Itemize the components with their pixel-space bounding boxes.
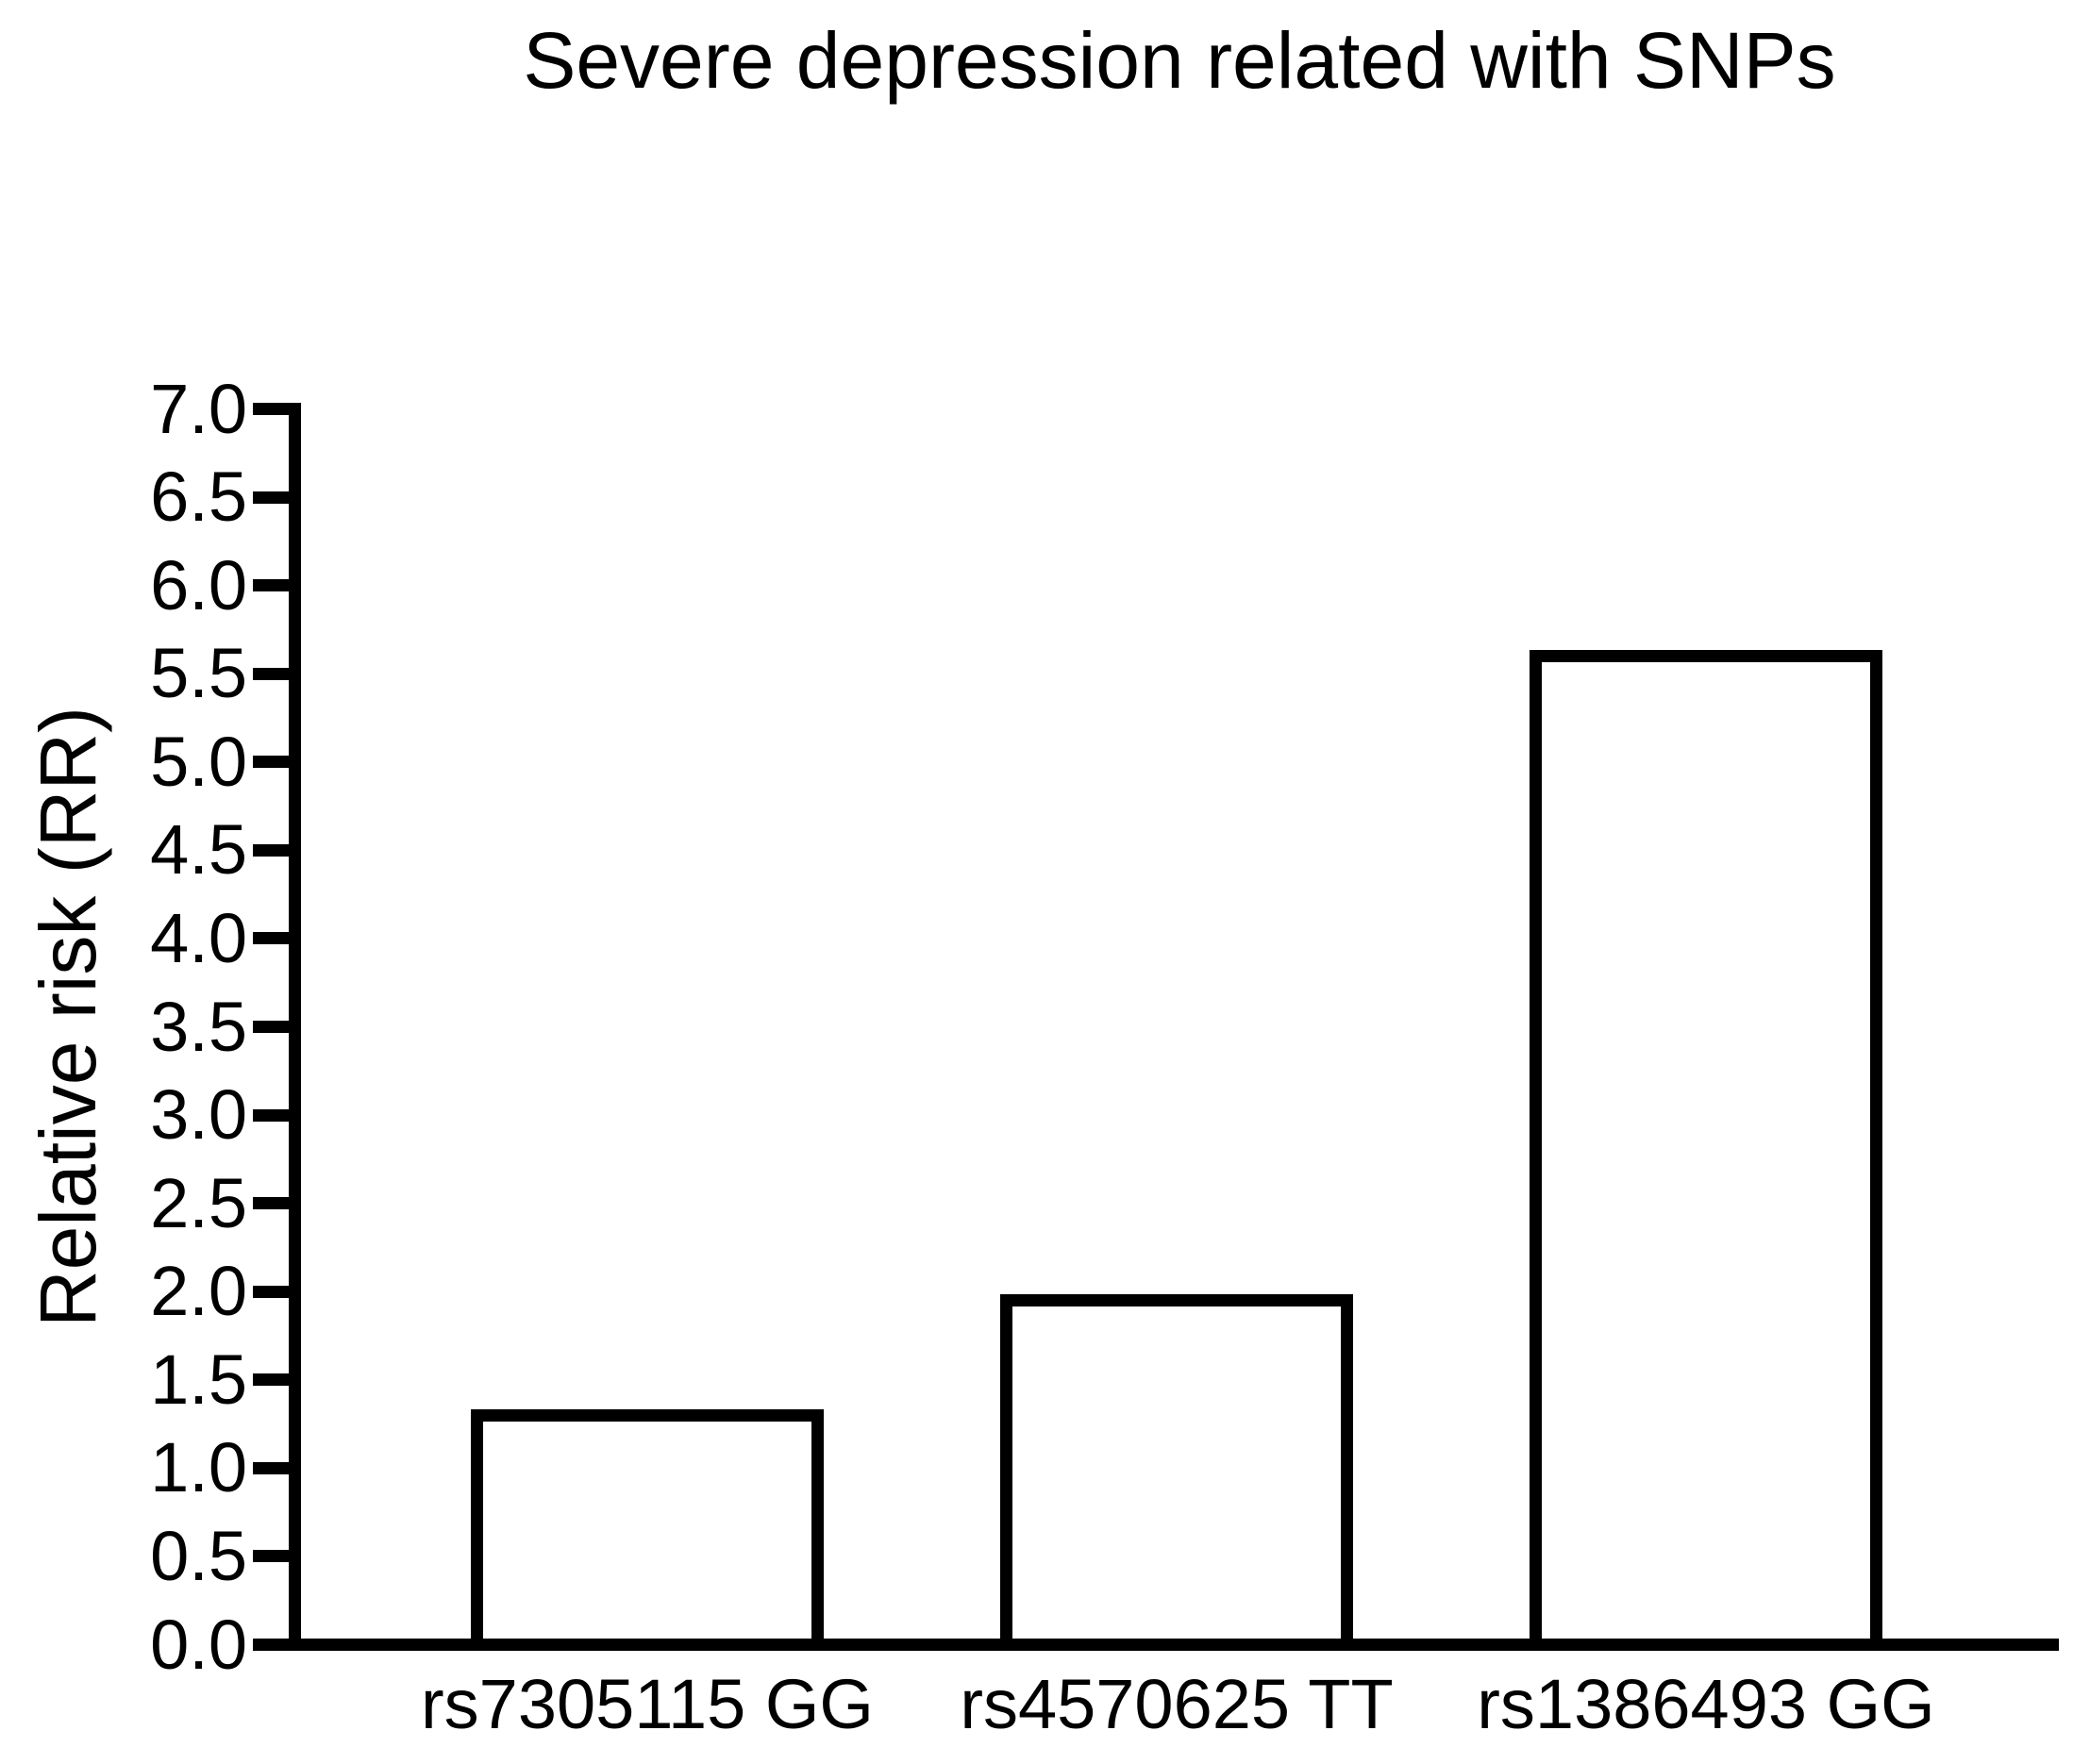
x-tick-label: rs7305115 GG: [421, 1665, 874, 1743]
y-tick-label: 7.0: [150, 369, 247, 448]
y-tick-mark: [253, 1197, 289, 1210]
y-tick-mark: [253, 1108, 289, 1122]
y-tick-mark: [253, 1021, 289, 1033]
x-tick-label: rs4570625 TT: [960, 1665, 1394, 1743]
y-tick-mark: [253, 1550, 289, 1563]
y-tick-mark: [253, 932, 289, 945]
y-axis-line: [289, 403, 301, 1651]
bar: [1000, 1294, 1353, 1651]
y-tick-mark: [253, 1373, 289, 1387]
y-tick-label: 1.5: [150, 1340, 247, 1419]
chart-title: Severe depression related with SNPs: [523, 16, 1836, 105]
y-tick-label: 0.0: [150, 1605, 247, 1684]
bar: [1530, 650, 1882, 1651]
y-tick-label: 4.5: [150, 810, 247, 890]
y-tick-mark: [253, 667, 289, 680]
x-tick-label: rs1386493 GG: [1477, 1665, 1935, 1743]
y-tick-mark: [253, 1461, 289, 1474]
y-tick-label: 3.5: [150, 987, 247, 1066]
y-tick-label: 5.0: [150, 722, 247, 801]
y-tick-mark: [253, 1639, 289, 1651]
y-tick-mark: [253, 491, 289, 504]
y-tick-label: 1.0: [150, 1428, 247, 1507]
y-tick-label: 5.5: [150, 634, 247, 713]
y-tick-label: 3.0: [150, 1075, 247, 1155]
y-tick-label: 2.0: [150, 1252, 247, 1331]
y-tick-mark: [253, 756, 289, 769]
y-tick-mark: [253, 403, 289, 415]
y-tick-label: 4.0: [150, 898, 247, 977]
y-tick-mark: [253, 1285, 289, 1298]
y-tick-label: 2.5: [150, 1163, 247, 1242]
bar: [471, 1408, 824, 1651]
y-tick-mark: [253, 579, 289, 592]
y-tick-label: 6.0: [150, 545, 247, 624]
y-tick-label: 6.5: [150, 458, 247, 537]
y-tick-mark: [253, 843, 289, 857]
y-tick-label: 0.5: [150, 1516, 247, 1595]
